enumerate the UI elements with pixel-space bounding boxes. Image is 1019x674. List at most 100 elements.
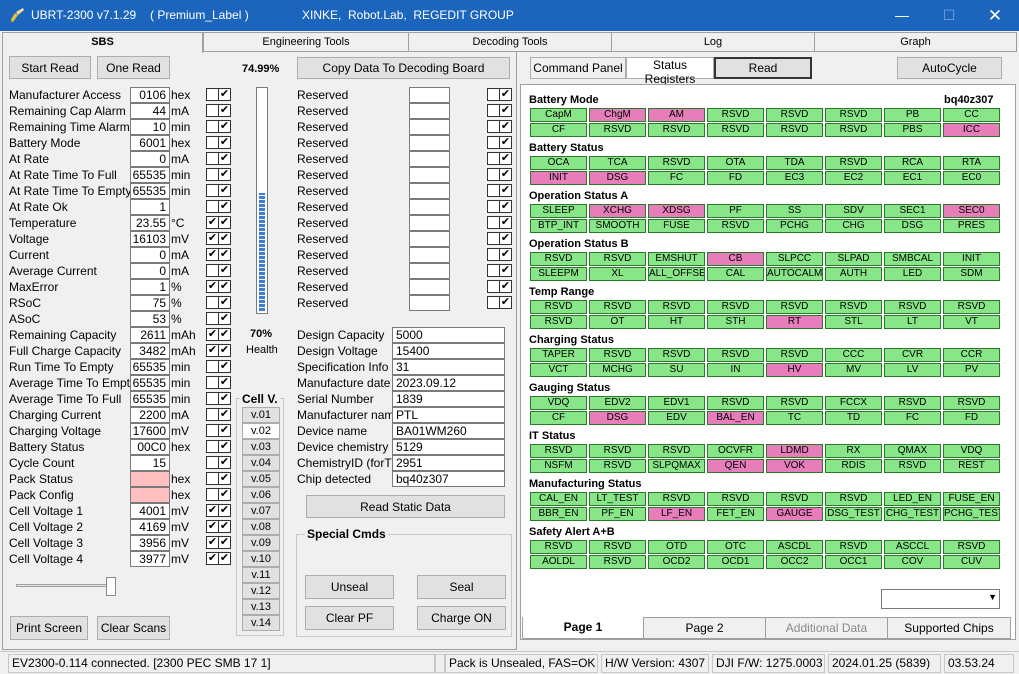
read-button[interactable]: Read bbox=[714, 57, 812, 79]
sbs-checkbox-b[interactable]: ✔ bbox=[218, 184, 231, 197]
reserved-checkbox-b[interactable]: ✔ bbox=[499, 104, 512, 117]
tab-graph[interactable]: Graph bbox=[814, 32, 1017, 52]
close-icon[interactable]: ✕ bbox=[987, 6, 1003, 25]
sbs-checkbox-b[interactable]: ✔ bbox=[218, 456, 231, 469]
reserved-value bbox=[409, 103, 450, 119]
minimize-icon[interactable]: — bbox=[895, 7, 909, 23]
sbs-checkbox-b[interactable]: ✔ bbox=[218, 328, 231, 341]
status-time: 03.53.24 bbox=[944, 654, 1014, 673]
read-static-data-button[interactable]: Read Static Data bbox=[306, 495, 505, 518]
sbs-checkbox-b[interactable]: ✔ bbox=[218, 136, 231, 149]
register-flag: RSVD bbox=[648, 444, 705, 458]
autocycle-button[interactable]: AutoCycle bbox=[897, 57, 1002, 79]
sbs-checkbox-b[interactable]: ✔ bbox=[218, 408, 231, 421]
sbs-checkbox-b[interactable]: ✔ bbox=[218, 488, 231, 501]
cell-v-button[interactable]: v.08 bbox=[242, 519, 280, 535]
sbs-checkbox-b[interactable]: ✔ bbox=[218, 344, 231, 357]
register-flag: SDV bbox=[825, 204, 882, 218]
sbs-checkbox-b[interactable]: ✔ bbox=[218, 88, 231, 101]
tab-decoding-tools[interactable]: Decoding Tools bbox=[408, 32, 612, 52]
tab-engineering-tools[interactable]: Engineering Tools bbox=[203, 32, 409, 52]
sbs-checkbox-b[interactable]: ✔ bbox=[218, 312, 231, 325]
reserved-checkbox-b[interactable]: ✔ bbox=[499, 88, 512, 101]
register-flag: RSVD bbox=[943, 540, 1000, 554]
register-flag: QEN bbox=[707, 459, 764, 473]
cell-v-button[interactable]: v.11 bbox=[242, 567, 280, 583]
cell-v-button[interactable]: v.02 bbox=[242, 423, 280, 439]
clear-pf-button[interactable]: Clear PF bbox=[305, 606, 394, 630]
tab-page-2[interactable]: Page 2 bbox=[643, 617, 766, 639]
sbs-checkbox-b[interactable]: ✔ bbox=[218, 296, 231, 309]
tab-supported-chips[interactable]: Supported Chips bbox=[887, 617, 1011, 639]
print-screen-button[interactable]: Print Screen bbox=[10, 616, 88, 640]
cell-v-button[interactable]: v.03 bbox=[242, 439, 280, 455]
static-label: ChemistryID (forTI) bbox=[297, 456, 399, 470]
register-flag: EC0 bbox=[943, 171, 1000, 185]
reserved-checkbox-b[interactable]: ✔ bbox=[499, 232, 512, 245]
register-flag: OCA bbox=[530, 156, 587, 170]
reserved-checkbox-b[interactable]: ✔ bbox=[499, 136, 512, 149]
sbs-checkbox-b[interactable]: ✔ bbox=[218, 552, 231, 565]
reserved-checkbox-b[interactable]: ✔ bbox=[499, 216, 512, 229]
sbs-checkbox-b[interactable]: ✔ bbox=[218, 216, 231, 229]
sbs-label: Charging Current bbox=[9, 408, 102, 422]
sbs-checkbox-b[interactable]: ✔ bbox=[218, 392, 231, 405]
sbs-checkbox-b[interactable]: ✔ bbox=[218, 280, 231, 293]
start-read-button[interactable]: Start Read bbox=[9, 56, 91, 79]
sbs-checkbox-b[interactable]: ✔ bbox=[218, 424, 231, 437]
reserved-checkbox-b[interactable]: ✔ bbox=[499, 296, 512, 309]
tab-log[interactable]: Log bbox=[611, 32, 815, 52]
one-read-button[interactable]: One Read bbox=[97, 56, 170, 79]
cell-v-button[interactable]: v.06 bbox=[242, 487, 280, 503]
cell-v-button[interactable]: v.12 bbox=[242, 583, 280, 599]
register-flag: RSVD bbox=[589, 348, 646, 362]
sbs-checkbox-b[interactable]: ✔ bbox=[218, 248, 231, 261]
cell-v-button[interactable]: v.09 bbox=[242, 535, 280, 551]
tab-page-1[interactable]: Page 1 bbox=[522, 617, 644, 639]
tab-sbs[interactable]: SBS bbox=[2, 32, 203, 53]
reserved-checkbox-b[interactable]: ✔ bbox=[499, 200, 512, 213]
slider-track[interactable] bbox=[16, 584, 116, 587]
register-flag: STL bbox=[825, 315, 882, 329]
reserved-checkbox-b[interactable]: ✔ bbox=[499, 152, 512, 165]
sbs-checkbox-b[interactable]: ✔ bbox=[218, 360, 231, 373]
unseal-button[interactable]: Unseal bbox=[305, 575, 394, 599]
cell-v-button[interactable]: v.04 bbox=[242, 455, 280, 471]
cell-v-button[interactable]: v.13 bbox=[242, 599, 280, 615]
register-flag: ALL_OFFSE bbox=[648, 267, 705, 281]
sbs-checkbox-b[interactable]: ✔ bbox=[218, 232, 231, 245]
reserved-checkbox-b[interactable]: ✔ bbox=[499, 120, 512, 133]
cell-v-button[interactable]: v.14 bbox=[242, 615, 280, 631]
sbs-checkbox-b[interactable]: ✔ bbox=[218, 120, 231, 133]
status-registers-button[interactable]: Status Registers bbox=[626, 57, 714, 86]
reserved-checkbox-b[interactable]: ✔ bbox=[499, 168, 512, 181]
sbs-checkbox-b[interactable]: ✔ bbox=[218, 264, 231, 277]
reserved-checkbox-b[interactable]: ✔ bbox=[499, 184, 512, 197]
reserved-checkbox-b[interactable]: ✔ bbox=[499, 248, 512, 261]
sbs-checkbox-b[interactable]: ✔ bbox=[218, 440, 231, 453]
charge-on-button[interactable]: Charge ON bbox=[417, 606, 506, 630]
cell-v-button[interactable]: v.05 bbox=[242, 471, 280, 487]
cell-v-button[interactable]: v.10 bbox=[242, 551, 280, 567]
reserved-checkbox-b[interactable]: ✔ bbox=[499, 280, 512, 293]
sbs-checkbox-b[interactable]: ✔ bbox=[218, 376, 231, 389]
slider-thumb[interactable] bbox=[106, 577, 116, 596]
clear-scans-button[interactable]: Clear Scans bbox=[97, 616, 170, 640]
sbs-checkbox-b[interactable]: ✔ bbox=[218, 536, 231, 549]
cell-v-button[interactable]: v.01 bbox=[242, 407, 280, 423]
sbs-checkbox-b[interactable]: ✔ bbox=[218, 520, 231, 533]
sbs-checkbox-a[interactable]: ✔ bbox=[206, 552, 219, 565]
sbs-checkbox-b[interactable]: ✔ bbox=[218, 472, 231, 485]
copy-to-decoding-button[interactable]: Copy Data To Decoding Board bbox=[297, 57, 510, 79]
sbs-checkbox-b[interactable]: ✔ bbox=[218, 152, 231, 165]
sbs-checkbox-b[interactable]: ✔ bbox=[218, 200, 231, 213]
command-panel-button[interactable]: Command Panel bbox=[530, 57, 626, 79]
sbs-checkbox-b[interactable]: ✔ bbox=[218, 104, 231, 117]
sbs-checkbox-a[interactable]: ✔ bbox=[206, 232, 219, 245]
cell-v-button[interactable]: v.07 bbox=[242, 503, 280, 519]
sbs-checkbox-b[interactable]: ✔ bbox=[218, 504, 231, 517]
page-select[interactable]: ▼ bbox=[881, 589, 1000, 609]
reserved-checkbox-b[interactable]: ✔ bbox=[499, 264, 512, 277]
sbs-checkbox-b[interactable]: ✔ bbox=[218, 168, 231, 181]
seal-button[interactable]: Seal bbox=[417, 575, 506, 599]
